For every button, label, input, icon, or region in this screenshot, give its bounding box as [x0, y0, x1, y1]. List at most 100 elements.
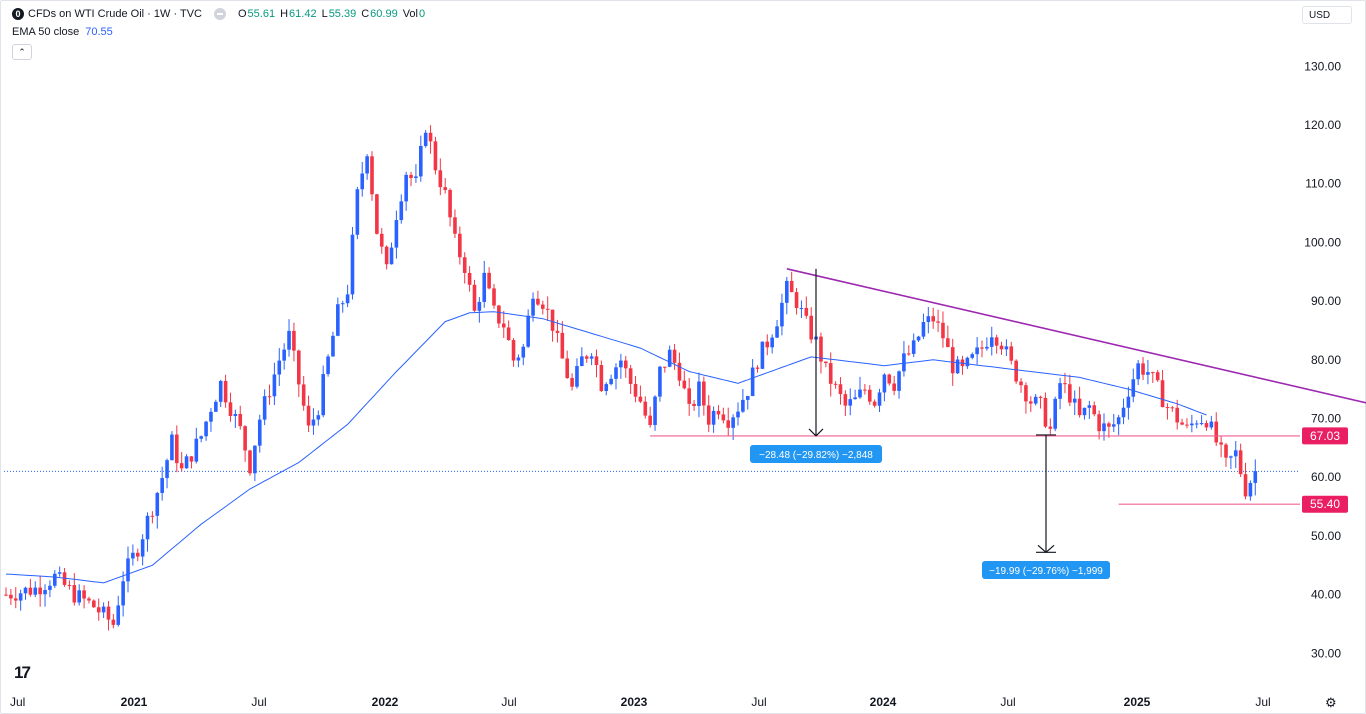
candle-body [1248, 482, 1253, 497]
candle-body [1160, 380, 1165, 408]
candle-body [1068, 384, 1072, 403]
candle-body [1229, 456, 1233, 458]
candle-body [1082, 407, 1087, 416]
measure-tool-2[interactable]: −19.99 (−29.76%) −1,999 [982, 434, 1110, 579]
candle-body [1024, 385, 1028, 402]
candle-body [370, 156, 374, 195]
candle-body [82, 590, 86, 599]
ohlc-low-value: 55.39 [328, 8, 357, 20]
gear-icon[interactable]: ⚙ [1325, 695, 1337, 710]
candle-body [438, 170, 443, 188]
ohlc-volume-key: Vol [402, 8, 418, 20]
measure-2-label-bg [982, 561, 1110, 579]
candle-body [877, 392, 882, 406]
candle-body [828, 363, 833, 384]
symbol-title[interactable]: CFDs on WTI Crude Oil · 1W · TVC [28, 8, 202, 20]
candle-body [1233, 450, 1238, 457]
candle-body [106, 606, 111, 620]
price-tick-label: 50.00 [1311, 529, 1341, 543]
legend-main: 0 CFDs on WTI Crude Oil · 1W · TVC O 55.6… [12, 6, 430, 22]
candle-body [750, 367, 755, 397]
candle-body [804, 307, 809, 316]
candle-body [9, 594, 13, 599]
candle-body [560, 332, 565, 359]
candle-body [1199, 423, 1204, 425]
candle-body [199, 436, 203, 439]
candle-body [487, 272, 491, 289]
candle-body [867, 389, 872, 402]
candle-body [1092, 405, 1097, 415]
candle-body [1053, 398, 1057, 429]
candle-body [516, 357, 521, 361]
candle-body [326, 356, 330, 375]
candle-body [297, 350, 301, 385]
candle-body [453, 217, 457, 234]
candle-body [423, 132, 428, 146]
candle-body [653, 396, 657, 425]
candle-body [643, 401, 648, 416]
candle-body [189, 456, 194, 462]
chevron-up-icon[interactable]: ⌃ [12, 44, 32, 60]
candle-body [477, 301, 482, 311]
candle-body [648, 415, 652, 425]
candle-body [48, 585, 52, 590]
candle-body [1214, 421, 1219, 443]
candle-body [272, 374, 277, 397]
currency-selector[interactable]: USD [1302, 6, 1352, 24]
candle-body [736, 411, 740, 418]
candle-body [1029, 401, 1033, 404]
candle-body [1043, 397, 1048, 427]
candle-body [72, 585, 77, 603]
candle-body [1170, 407, 1175, 409]
candle-body [682, 380, 687, 389]
candle-body [1136, 363, 1140, 380]
candle-body [18, 593, 23, 601]
tradingview-logo[interactable]: 17 [14, 663, 31, 682]
time-axis[interactable]: Jul 2021 Jul 2022 Jul 2023 Jul 2024 Jul 2025 Jul [10, 695, 1271, 709]
candle-body [287, 330, 291, 350]
candle-body [541, 304, 545, 309]
price-tick-label: 40.00 [1311, 588, 1341, 602]
candle-body [531, 298, 535, 316]
candle-body [233, 414, 238, 416]
candle-body [306, 405, 311, 426]
resistance-trendline[interactable] [786, 268, 1366, 416]
legend-ema[interactable]: EMA 50 close 70.55 [12, 24, 113, 40]
candle-body [87, 598, 91, 601]
year-tick-label: 2023 [621, 695, 648, 709]
price-axis[interactable]: 130.00 120.00 110.00 100.00 90.00 80.00 70.00 6… [1304, 59, 1341, 660]
candle-body [53, 573, 57, 586]
candle-body [501, 323, 506, 328]
candle-body [131, 552, 135, 559]
candle-body [175, 434, 179, 464]
candle-body [931, 316, 935, 322]
candle-body [375, 194, 379, 234]
candle-body [687, 388, 691, 404]
price-badge-67-text: 67.03 [1310, 429, 1340, 443]
candle-body [458, 233, 462, 258]
price-badge-55: 55.40 [1302, 495, 1348, 513]
measure-tool-1[interactable]: −28.48 (−29.82%) −2,848 [750, 268, 882, 463]
candle-body [214, 401, 218, 412]
candle-body [780, 302, 784, 327]
candle-body [1058, 383, 1062, 399]
candle-body [897, 371, 901, 391]
candle-body [887, 374, 892, 384]
candle-body [506, 327, 511, 341]
candle-body [394, 220, 399, 248]
candle-body [1072, 398, 1077, 403]
candle-body [941, 322, 945, 339]
candle-body [1151, 372, 1155, 374]
month-tick-label: Jul [1000, 695, 1015, 709]
candle-body [282, 349, 286, 361]
candle-body [1180, 422, 1184, 425]
candle-body [1014, 360, 1018, 382]
candle-body [584, 356, 589, 359]
month-tick-label: Jul [501, 695, 516, 709]
candle-body [1219, 442, 1223, 445]
hide-legend-icon[interactable] [213, 8, 226, 20]
candle-body [794, 292, 799, 309]
candle-body [1111, 424, 1116, 427]
candle-body [160, 478, 164, 493]
